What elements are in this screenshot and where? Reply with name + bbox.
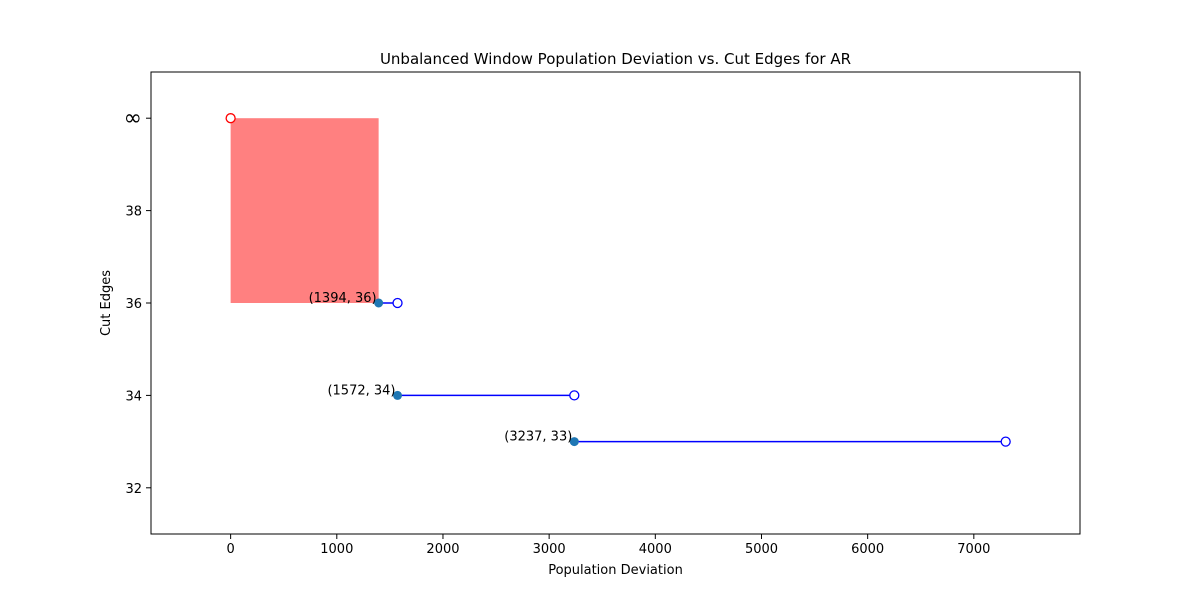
infinity-point <box>225 113 236 124</box>
open-point <box>392 297 403 309</box>
point-annotation: (1394, 36) <box>309 291 377 306</box>
open-point <box>569 390 580 401</box>
open-point <box>1000 436 1011 447</box>
x-axis-label: Population Deviation <box>548 563 683 578</box>
chart-title: Unbalanced Window Population Deviation v… <box>380 50 851 68</box>
y-tick-label-infinity: ∞ <box>124 106 142 131</box>
point-annotation: (1572, 34) <box>327 383 395 398</box>
x-tick-label: 6000 <box>851 542 884 557</box>
filled-point <box>374 298 384 308</box>
filled-point <box>393 390 403 400</box>
y-axis-ticks: 32 34 36 38 ∞ <box>124 106 151 497</box>
x-tick-label: 0 <box>226 542 234 557</box>
point-annotation: (3237, 33) <box>504 430 572 445</box>
plot-area: (1394, 36) (1572, 34) (3237, 33) <box>225 113 1011 447</box>
x-tick-label: 1000 <box>320 542 353 557</box>
y-tick-label: 38 <box>125 205 142 220</box>
y-axis-label: Cut Edges <box>99 270 114 336</box>
x-axis-ticks: 0 1000 2000 3000 4000 5000 6000 7000 <box>226 534 990 557</box>
x-tick-label: 2000 <box>426 542 459 557</box>
x-tick-label: 5000 <box>745 542 778 557</box>
shaded-region <box>230 118 379 303</box>
y-tick-label: 34 <box>125 389 142 404</box>
y-tick-label: 32 <box>125 482 142 497</box>
x-tick-label: 7000 <box>957 542 990 557</box>
x-tick-label: 3000 <box>533 542 566 557</box>
x-tick-label: 4000 <box>639 542 672 557</box>
y-tick-label: 36 <box>125 297 142 312</box>
filled-point <box>569 437 579 447</box>
